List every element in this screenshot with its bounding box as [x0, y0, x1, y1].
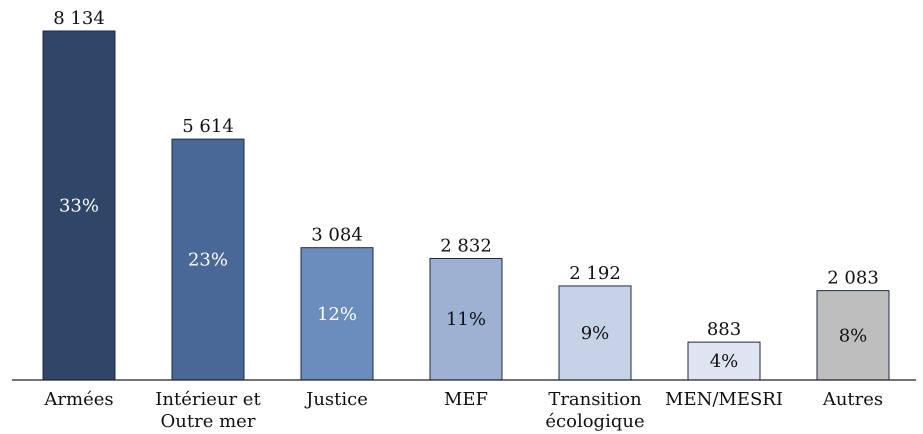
category-label-6: Autres — [822, 389, 883, 410]
percent-label-6: 8% — [839, 325, 868, 346]
category-label-line: Justice — [304, 389, 368, 410]
category-label-4: Transition écologique — [545, 389, 644, 432]
category-label-line: écologique — [545, 411, 644, 432]
value-label-5: 883 — [707, 319, 741, 340]
value-label-3: 2 832 — [440, 235, 492, 256]
percent-label-1: 23% — [188, 250, 228, 271]
category-label-2: Justice — [304, 389, 368, 410]
value-label-6: 2 083 — [827, 268, 879, 289]
percent-label-4: 9% — [581, 323, 610, 344]
bar-1 — [171, 138, 245, 381]
bar-4 — [558, 285, 632, 381]
value-label-1: 5 614 — [182, 116, 234, 137]
percent-label-2: 12% — [317, 304, 357, 325]
percent-label-0: 33% — [59, 196, 99, 217]
category-label-line: Autres — [822, 389, 883, 410]
bar-3 — [429, 257, 503, 381]
category-label-line: MEN/MESRI — [665, 389, 783, 410]
category-label-0: Armées — [43, 389, 113, 410]
category-label-5: MEN/MESRI — [665, 389, 783, 410]
percent-label-5: 4% — [710, 351, 739, 372]
value-label-4: 2 192 — [569, 263, 621, 284]
percent-label-3: 11% — [446, 309, 486, 330]
bar-0 — [42, 30, 116, 381]
category-label-line: Outre mer — [161, 411, 256, 432]
category-label-line: Transition — [548, 389, 642, 410]
category-label-line: Intérieur et — [155, 389, 261, 410]
category-label-1: Intérieur et Outre mer — [155, 389, 261, 432]
category-label-line: MEF — [444, 389, 488, 410]
bar-2 — [300, 247, 374, 381]
value-label-2: 3 084 — [311, 225, 363, 246]
value-label-0: 8 134 — [53, 8, 105, 29]
category-label-3: MEF — [444, 389, 488, 410]
bar-5 — [687, 341, 761, 381]
category-label-line: Armées — [43, 389, 113, 410]
